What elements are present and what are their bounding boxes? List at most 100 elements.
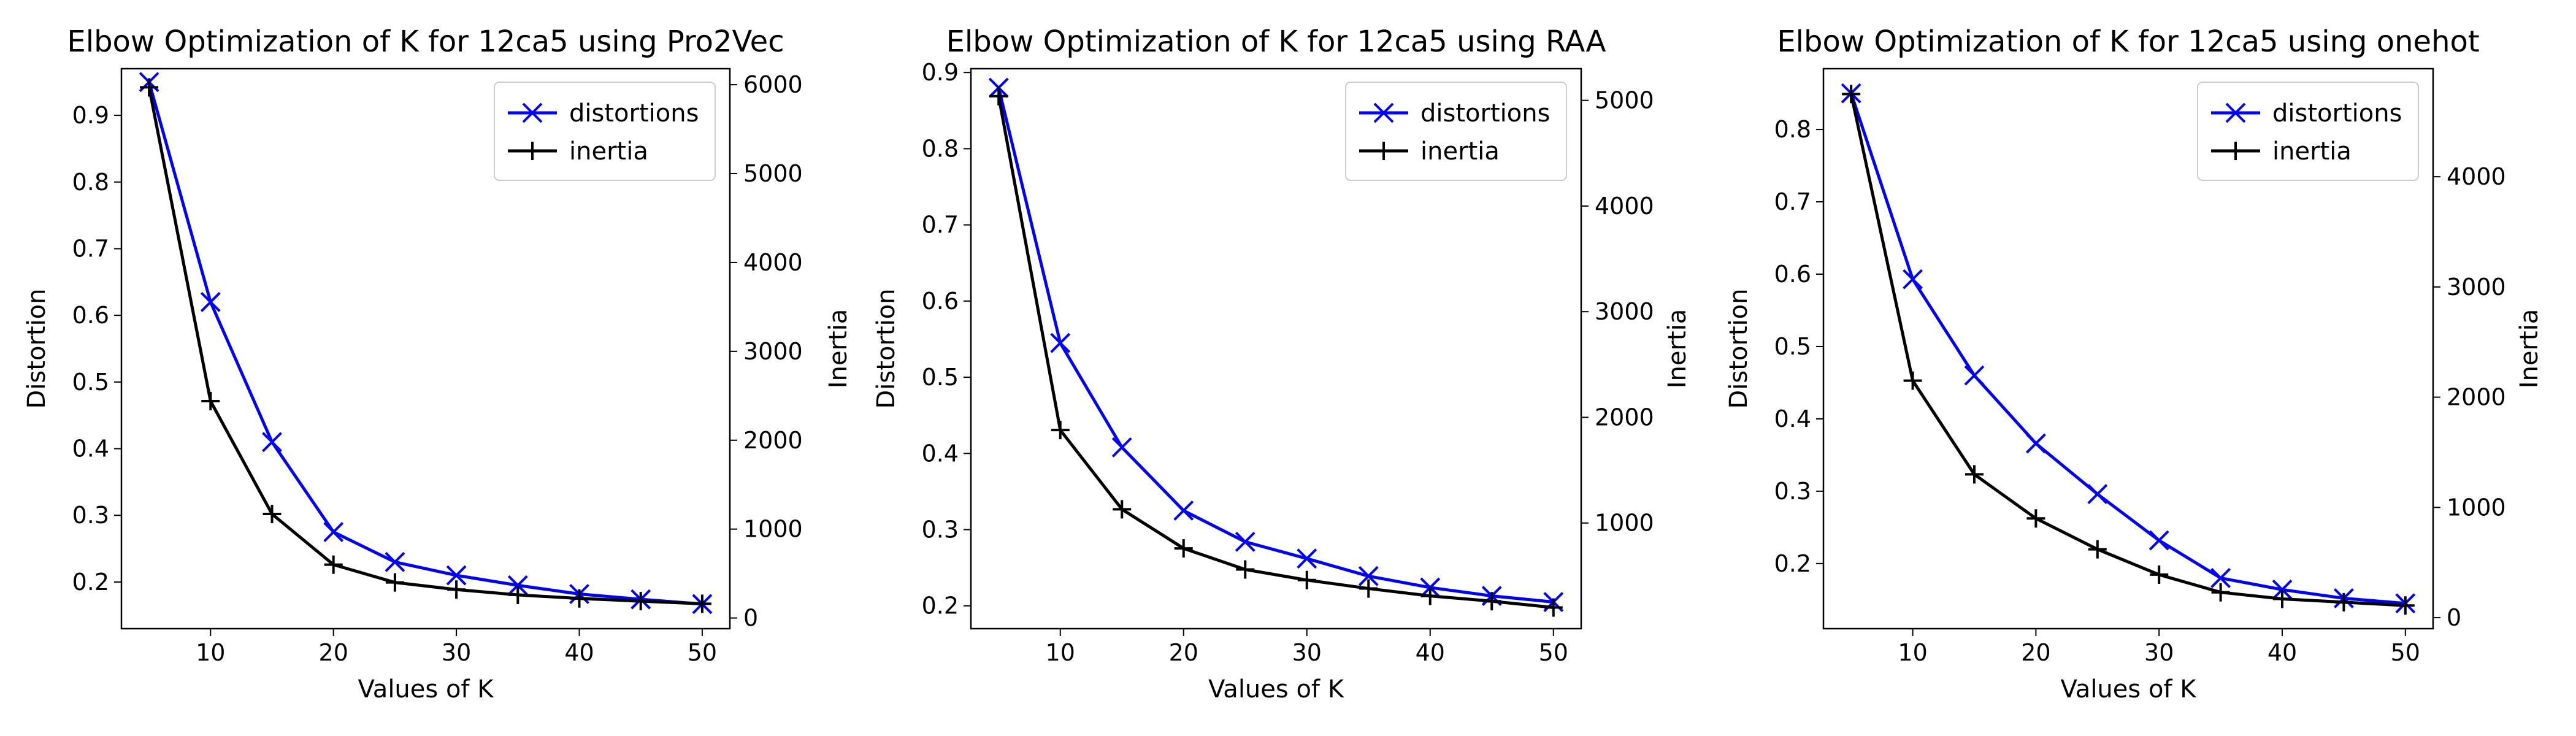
data-point-inertia — [1482, 592, 1501, 611]
data-point-distortions — [446, 565, 467, 586]
y-tick-label: 0.5 — [72, 369, 109, 396]
chart-title: Elbow Optimization of K for 12ca5 using … — [1777, 25, 2479, 59]
y-tick-label: 0.8 — [922, 135, 959, 162]
y2-tick-label: 3000 — [2447, 274, 2506, 301]
legend-box — [494, 82, 716, 181]
legend-marker-distortions — [1373, 102, 1394, 123]
y-tick-label: 0.4 — [72, 435, 109, 462]
data-point-distortions — [507, 575, 528, 596]
y2-tick-label: 0 — [2447, 604, 2461, 631]
data-point-inertia — [1420, 586, 1439, 605]
y2-tick-label: 5000 — [1595, 87, 1654, 114]
legend-marker-inertia — [523, 142, 542, 160]
y2-tick-label: 1000 — [743, 516, 803, 543]
data-point-distortions — [2025, 433, 2046, 454]
chart-title: Elbow Optimization of K for 12ca5 using … — [946, 25, 1606, 59]
x-tick-label: 10 — [1046, 639, 1075, 666]
x-tick-label: 20 — [2021, 639, 2050, 666]
data-point-inertia — [447, 580, 466, 599]
y2-tick-label: 1000 — [2447, 494, 2506, 521]
y2-axis-label: Inertia — [1663, 309, 1692, 389]
legend-box — [1345, 82, 1567, 181]
y2-tick-label: 2000 — [2447, 384, 2506, 411]
data-point-distortions — [1903, 269, 1923, 289]
data-point-inertia — [631, 592, 650, 611]
data-point-distortions — [1297, 548, 1317, 569]
y-axis-label: Distortion — [872, 289, 900, 409]
data-point-distortions — [1050, 332, 1071, 353]
legend-label: inertia — [569, 137, 648, 166]
legend-label: distortions — [569, 99, 699, 128]
chart-panel-1: Elbow Optimization of K for 12ca5 using … — [23, 25, 853, 703]
data-point-inertia — [2088, 540, 2107, 559]
y-axis-label: Distortion — [1725, 289, 1753, 409]
data-point-distortions — [2149, 530, 2169, 551]
data-point-distortions — [262, 432, 282, 453]
data-point-inertia — [2273, 589, 2292, 608]
x-tick-label: 30 — [2144, 639, 2174, 666]
y2-tick-label: 3000 — [743, 338, 803, 365]
data-point-inertia — [263, 505, 282, 524]
y-tick-label: 0.3 — [922, 516, 959, 543]
data-point-inertia — [570, 589, 589, 608]
y-tick-label: 0.6 — [922, 288, 959, 315]
legend-marker-distortions — [522, 102, 543, 123]
series-line-inertia — [147, 86, 703, 605]
data-point-inertia — [692, 594, 711, 613]
y-tick-label: 0.7 — [72, 235, 109, 262]
data-point-distortions — [385, 551, 405, 572]
y-tick-label: 0.6 — [72, 302, 109, 329]
y-tick-label: 0.9 — [922, 59, 959, 86]
series-line-inertia — [1849, 93, 2405, 607]
data-point-distortions — [2272, 579, 2293, 600]
data-point-distortions — [1358, 565, 1379, 586]
y-tick-label: 0.4 — [1774, 405, 1811, 432]
data-point-inertia — [1174, 539, 1193, 558]
y-tick-label: 0.8 — [1774, 116, 1811, 143]
y-tick-label: 0.7 — [922, 212, 959, 239]
x-tick-label: 50 — [2391, 639, 2420, 666]
data-point-inertia — [989, 86, 1008, 105]
series-line-inertia — [997, 96, 1554, 610]
data-point-distortions — [1964, 365, 1985, 386]
series-line-distortions — [1849, 93, 2406, 605]
legend: distortions inertia — [494, 82, 716, 181]
y2-tick-label: 6000 — [743, 71, 803, 98]
y2-axis-label: Inertia — [2515, 309, 2543, 389]
y2-tick-label: 3000 — [1595, 298, 1654, 325]
x-tick-label: 10 — [1898, 639, 1927, 666]
data-point-inertia — [201, 392, 220, 411]
plot-frame — [1822, 67, 2434, 630]
y-tick-label: 0.9 — [72, 102, 109, 129]
data-point-inertia — [1903, 371, 1922, 390]
legend-marker-inertia — [1374, 142, 1393, 160]
data-point-inertia — [1544, 598, 1563, 617]
x-tick-label: 30 — [1292, 639, 1322, 666]
data-point-inertia — [2334, 592, 2353, 611]
y-tick-label: 0.2 — [922, 592, 959, 619]
x-tick-label: 50 — [688, 639, 717, 666]
y-tick-label: 0.5 — [922, 364, 959, 391]
chart-title: Elbow Optimization of K for 12ca5 using … — [67, 25, 784, 59]
data-point-distortions — [1111, 437, 1132, 458]
legend: distortions inertia — [2197, 82, 2419, 181]
y-tick-label: 0.2 — [1774, 550, 1811, 577]
x-tick-label: 20 — [1169, 639, 1198, 666]
y-tick-label: 0.5 — [1774, 333, 1811, 360]
data-point-distortions — [2087, 484, 2108, 505]
x-axis-label: Values of K — [2061, 675, 2198, 703]
data-point-distortions — [1235, 531, 1255, 552]
y2-tick-label: 2000 — [1595, 404, 1654, 431]
legend-label: inertia — [1420, 137, 1500, 166]
y-axis-label: Distortion — [23, 289, 51, 409]
legend-marker-distortions — [2225, 102, 2246, 123]
y-tick-label: 0.8 — [72, 169, 109, 196]
data-point-inertia — [1297, 570, 1316, 589]
plot-frame — [970, 67, 1582, 630]
data-point-inertia — [1359, 579, 1378, 598]
data-point-inertia — [1051, 421, 1070, 440]
y2-tick-label: 0 — [743, 605, 758, 632]
y-tick-label: 0.3 — [1774, 478, 1811, 505]
data-point-distortions — [2210, 568, 2231, 588]
